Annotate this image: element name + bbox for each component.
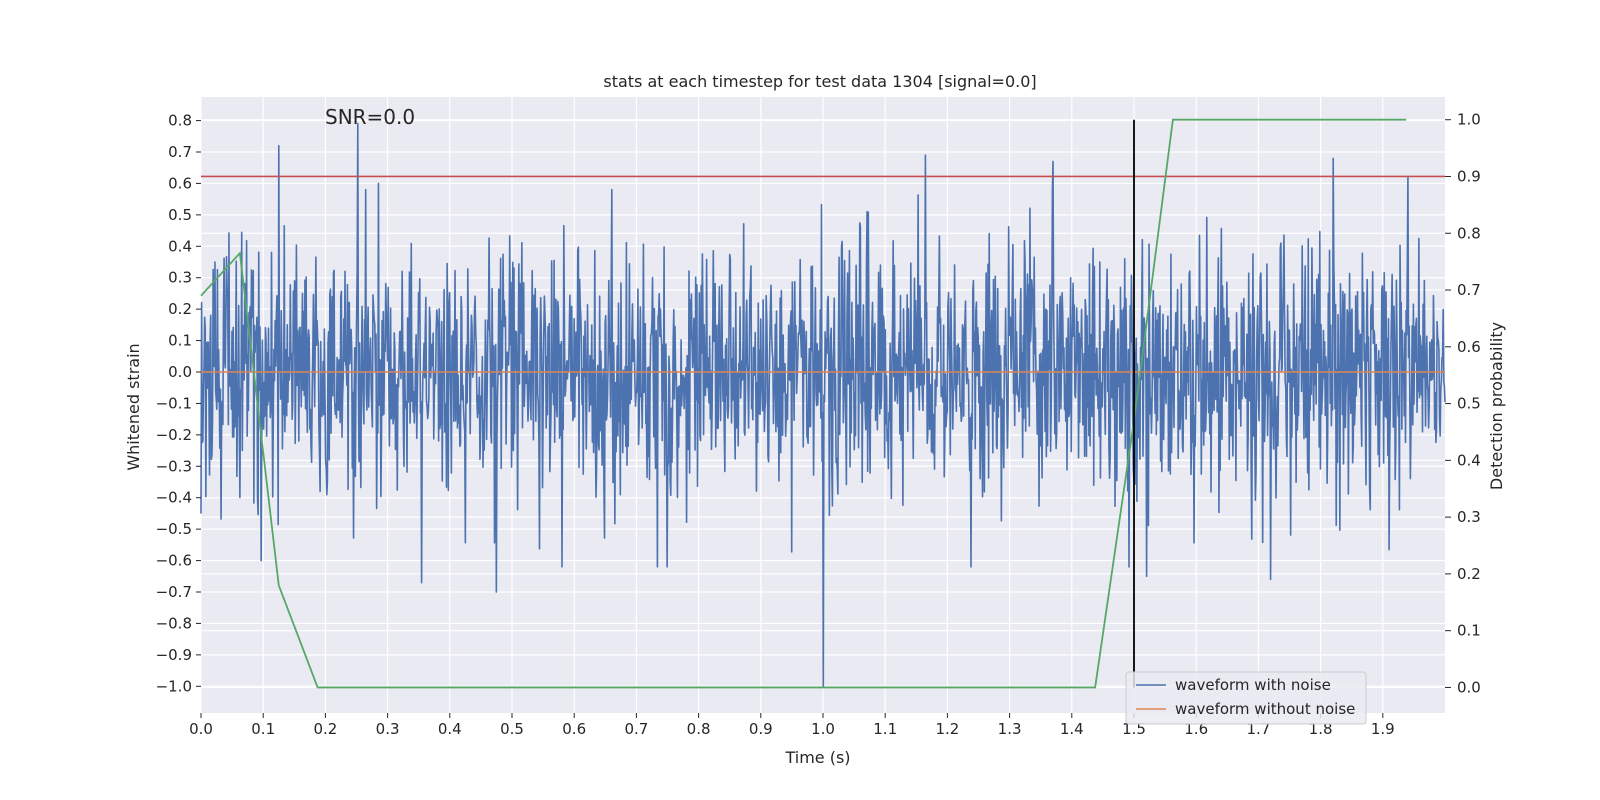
x-tick-label: 1.1 [873, 720, 897, 738]
series-detection-probability [200, 118, 1407, 689]
chart-title: stats at each timestep for test data 130… [603, 72, 1036, 91]
y-tick-label: −0.5 [156, 520, 192, 538]
x-tick-label: 1.2 [935, 720, 959, 738]
y-tick-label: −0.3 [156, 457, 192, 475]
y-tick-label: −0.1 [156, 394, 192, 412]
y2-tick-label: 0.9 [1457, 167, 1481, 185]
y-tick-label: 0.6 [168, 174, 192, 192]
x-tick-label: 1.0 [811, 720, 835, 738]
y-tick-label: 0.4 [168, 237, 192, 255]
series-layer [200, 118, 1446, 689]
y-axis-label: Whitened strain [124, 343, 143, 470]
y-tick-label: −0.2 [156, 426, 192, 444]
series-waveform-with-noise [200, 122, 1446, 688]
x-tick-label: 0.3 [376, 720, 400, 738]
legend-box [1125, 671, 1367, 725]
y-tick-label: 0.8 [168, 112, 192, 130]
y-tick-label: 0.2 [168, 300, 192, 318]
x-tick-label: 1.9 [1371, 720, 1395, 738]
y2-tick-label: 0.5 [1457, 395, 1481, 413]
y2-tick-label: 1.0 [1457, 111, 1481, 129]
x-tick-label: 0.6 [562, 720, 586, 738]
x-tick-label: 0.1 [251, 720, 275, 738]
x-axis-label: Time (s) [784, 748, 850, 767]
y-tick-label: −0.7 [156, 583, 192, 601]
x-tick-label: 0.2 [313, 720, 337, 738]
y-tick-label: 0.7 [168, 143, 192, 161]
y-tick-label: −0.6 [156, 552, 192, 570]
y-tick-label: 0.1 [168, 332, 192, 350]
x-tick-label: 0.4 [438, 720, 462, 738]
y2-tick-label: 0.2 [1457, 565, 1481, 583]
x-tick-label: 1.3 [998, 720, 1022, 738]
y2-tick-label: 0.6 [1457, 338, 1481, 356]
legend: waveform with noise waveform without noi… [1125, 671, 1367, 725]
snr-annotation: SNR=0.0 [325, 105, 415, 129]
legend-label-noise: waveform with noise [1175, 676, 1331, 694]
y-tick-label: −0.9 [156, 646, 192, 664]
y2-tick-label: 0.7 [1457, 281, 1481, 299]
x-tick-label: 0.9 [749, 720, 773, 738]
x-tick-label: 0.5 [500, 720, 524, 738]
y-axis-ticks: 0.8 0.7 0.6 0.5 0.4 0.3 0.2 0.1 0.0 −0.1 −0.2 −0.3 −… [156, 112, 201, 695]
y2-axis-ticks: 1.0 0.9 0.8 0.7 0.6 0.5 0.4 0.3 0.2 0.1 0.0 [1445, 111, 1481, 696]
y2-tick-label: 0.0 [1457, 678, 1481, 696]
y2-tick-label: 0.8 [1457, 224, 1481, 242]
y-tick-label: 0.5 [168, 206, 192, 224]
y2-tick-label: 0.4 [1457, 451, 1481, 469]
y2-tick-label: 0.1 [1457, 622, 1481, 640]
y2-tick-label: 0.3 [1457, 508, 1481, 526]
y-tick-label: −0.8 [156, 614, 192, 632]
y-tick-label: −0.4 [156, 489, 192, 507]
legend-label-clean: waveform without noise [1175, 700, 1355, 718]
x-tick-label: 0.8 [687, 720, 711, 738]
y-tick-label: 0.0 [168, 363, 192, 381]
x-tick-label: 0.7 [624, 720, 648, 738]
x-tick-label: 0.0 [189, 720, 213, 738]
x-tick-label: 1.4 [1060, 720, 1084, 738]
x-axis-ticks: 0.0 0.1 0.2 0.3 0.4 0.5 0.6 0.7 0.8 0.9 1.0 1.1 1.2 1… [189, 713, 1395, 738]
y-tick-label: 0.3 [168, 269, 192, 287]
y2-axis-label: Detection probability [1487, 322, 1506, 490]
y-tick-label: −1.0 [156, 677, 192, 695]
